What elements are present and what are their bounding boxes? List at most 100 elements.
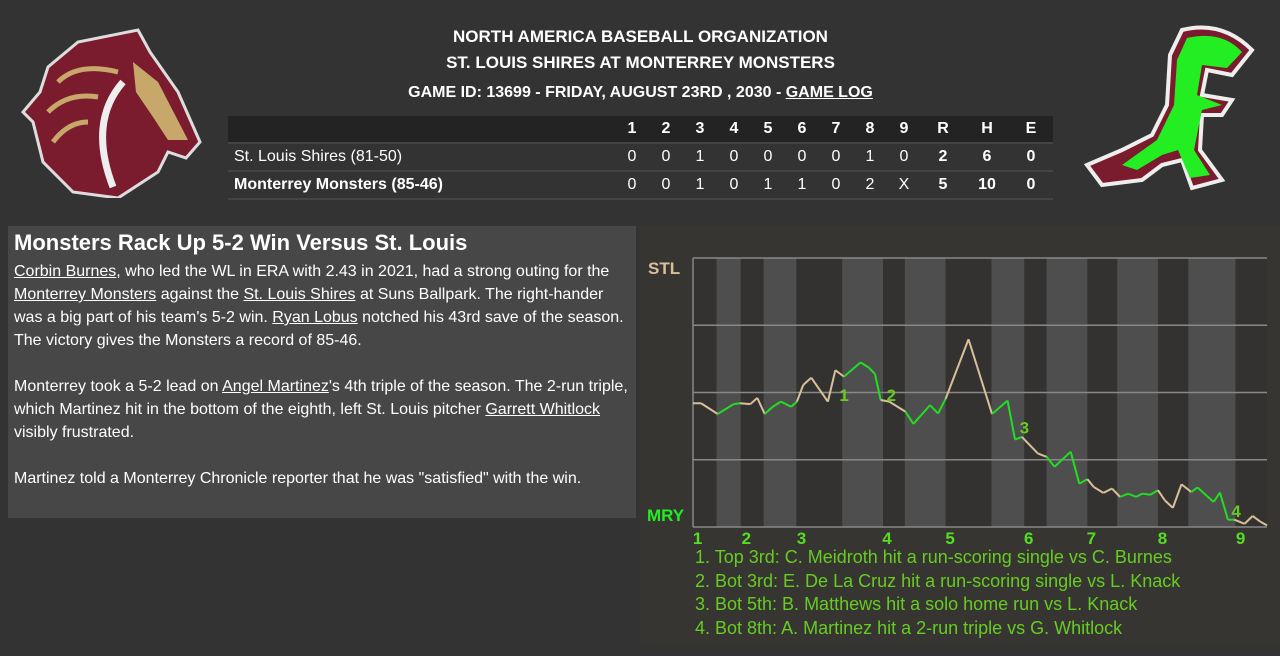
matchup-title: ST. LOUIS SHIRES AT MONTERREY MONSTERS	[446, 53, 835, 72]
inning-label: 9	[1236, 529, 1245, 546]
article-text: visibly frustrated.	[14, 424, 135, 441]
total-E: 0	[1009, 142, 1053, 171]
line-segment	[1233, 518, 1245, 525]
inning-score: 1	[751, 170, 785, 200]
inning-score: 0	[819, 170, 853, 200]
line-segment	[790, 400, 798, 408]
line-segment	[700, 402, 719, 415]
total-H: 6	[965, 142, 1009, 171]
line-segment	[1127, 492, 1137, 498]
line-segment	[1006, 400, 1016, 440]
line-segment	[1142, 492, 1151, 496]
line-segment	[1078, 478, 1088, 485]
player-team-link[interactable]: Ryan Lobus	[272, 309, 358, 326]
player-team-link[interactable]: Garrett Whitlock	[485, 401, 601, 418]
chart-note: 3. Bot 5th: B. Matthews hit a solo home …	[695, 594, 1138, 614]
inning-score: 0	[615, 142, 649, 171]
line-segment	[1164, 499, 1174, 509]
line-segment	[1171, 483, 1183, 509]
line-segment	[1037, 452, 1047, 458]
line-segment	[991, 399, 1009, 415]
player-team-link[interactable]: St. Louis Shires	[243, 286, 356, 303]
line-segment	[1102, 487, 1113, 494]
event-marker: 1	[839, 386, 848, 405]
line-segment	[826, 369, 837, 402]
line-segment	[888, 400, 906, 413]
line-segment	[944, 338, 970, 400]
chart-notes: 1. Top 3rd: C. Meidroth hit a run-scorin…	[695, 546, 1180, 640]
line-segment	[795, 384, 805, 403]
inning-label: 7	[1087, 529, 1096, 546]
line-segment	[1260, 521, 1268, 527]
col-4: 4	[717, 116, 751, 143]
total-R: 5	[921, 170, 965, 200]
team-row: Monterrey Monsters (85-46) 0 0 1 0 1 1 0 2 X 5 10 0	[228, 170, 1053, 200]
col-runs: R	[921, 116, 965, 143]
line-segment	[749, 397, 758, 405]
inning-score: X	[887, 170, 921, 200]
line-segment	[1190, 486, 1199, 493]
line-segment	[929, 404, 939, 415]
line-segment	[772, 400, 782, 408]
inning-label: 6	[1024, 529, 1033, 546]
chart-note: 1. Top 3rd: C. Meidroth hit a run-scorin…	[695, 547, 1172, 567]
article-text: Monterrey took a 5-2 lead on	[14, 378, 223, 395]
away-team-logo	[20, 28, 202, 198]
line-segment	[1196, 486, 1215, 503]
home-team-logo	[1083, 25, 1255, 191]
article-headline: Monsters Rack Up 5-2 Win Versus St. Loui…	[14, 230, 468, 255]
line-segment	[1014, 435, 1023, 441]
line-segment	[1021, 436, 1039, 455]
inning-score: 2	[853, 170, 887, 200]
game-log-link[interactable]: GAME LOG	[785, 84, 873, 101]
line-segment	[764, 406, 774, 415]
player-team-link[interactable]: Angel Martinez	[222, 378, 329, 395]
line-segment	[1149, 489, 1159, 496]
line-segment	[810, 377, 829, 403]
league-title: NORTH AMERICA BASEBALL ORGANIZATION	[453, 27, 828, 46]
col-9: 9	[887, 116, 921, 143]
col-errors: E	[1009, 116, 1053, 143]
total-H: 10	[965, 170, 1009, 200]
top-team-label: STL	[648, 259, 680, 278]
win-probability-chart: 1 2 3 4 1 2 3 4 5 6 7 8 9 STL MRY	[640, 226, 1280, 644]
event-marker: 2	[886, 386, 895, 405]
inning-label: 3	[797, 529, 806, 546]
line-segment	[904, 411, 915, 425]
game-id-date: GAME ID: 13699 - FRIDAY, AUGUST 23RD , 2…	[408, 84, 786, 101]
line-segment	[1119, 492, 1129, 498]
player-team-link[interactable]: Corbin Burnes	[14, 263, 117, 280]
article-paragraph: Monterrey took a 5-2 lead on Angel Marti…	[14, 375, 630, 444]
line-segment	[780, 400, 792, 408]
line-score-table: 1 2 3 4 5 6 7 8 9 R H E St. Louis Shires…	[228, 116, 1053, 200]
col-1: 1	[615, 116, 649, 143]
bottom-team-label: MRY	[647, 506, 685, 525]
player-team-link[interactable]: Monterrey Monsters	[14, 286, 157, 303]
line-segment	[1243, 515, 1254, 525]
article-text: 's 4th triple of the season. The 2-run t…	[14, 378, 628, 418]
line-score-header: 1 2 3 4 5 6 7 8 9 R H E	[228, 116, 1053, 143]
event-marker: 3	[1020, 418, 1029, 437]
line-segment	[1157, 489, 1166, 501]
chart-svg: 1 2 3 4 1 2 3 4 5 6 7 8 9 STL MRY	[647, 257, 1268, 546]
inning-score: 0	[819, 142, 853, 171]
line-segment	[802, 376, 812, 386]
team-row: St. Louis Shires (81-50) 0 0 1 0 0 0 0 1 0 2 6 0	[228, 142, 1053, 171]
line-segment	[937, 398, 947, 414]
line-segment	[1135, 492, 1143, 498]
inning-score: 1	[683, 142, 717, 171]
line-segment	[1212, 492, 1221, 503]
line-segment	[1045, 456, 1056, 468]
col-3: 3	[683, 116, 717, 143]
line-segment	[967, 338, 994, 415]
line-segment	[873, 373, 882, 401]
inning-label: 4	[882, 529, 892, 546]
article-paragraph: Corbin Burnes, who led the WL in ERA wit…	[14, 260, 630, 352]
inning-score: 0	[649, 170, 683, 200]
line-segment	[880, 399, 890, 403]
line-segment	[843, 361, 862, 378]
article-text: notched his 43rd save of the season. The…	[14, 309, 624, 349]
inning-score: 1	[683, 170, 717, 200]
line-segment	[834, 369, 845, 378]
total-E: 0	[1009, 170, 1053, 200]
